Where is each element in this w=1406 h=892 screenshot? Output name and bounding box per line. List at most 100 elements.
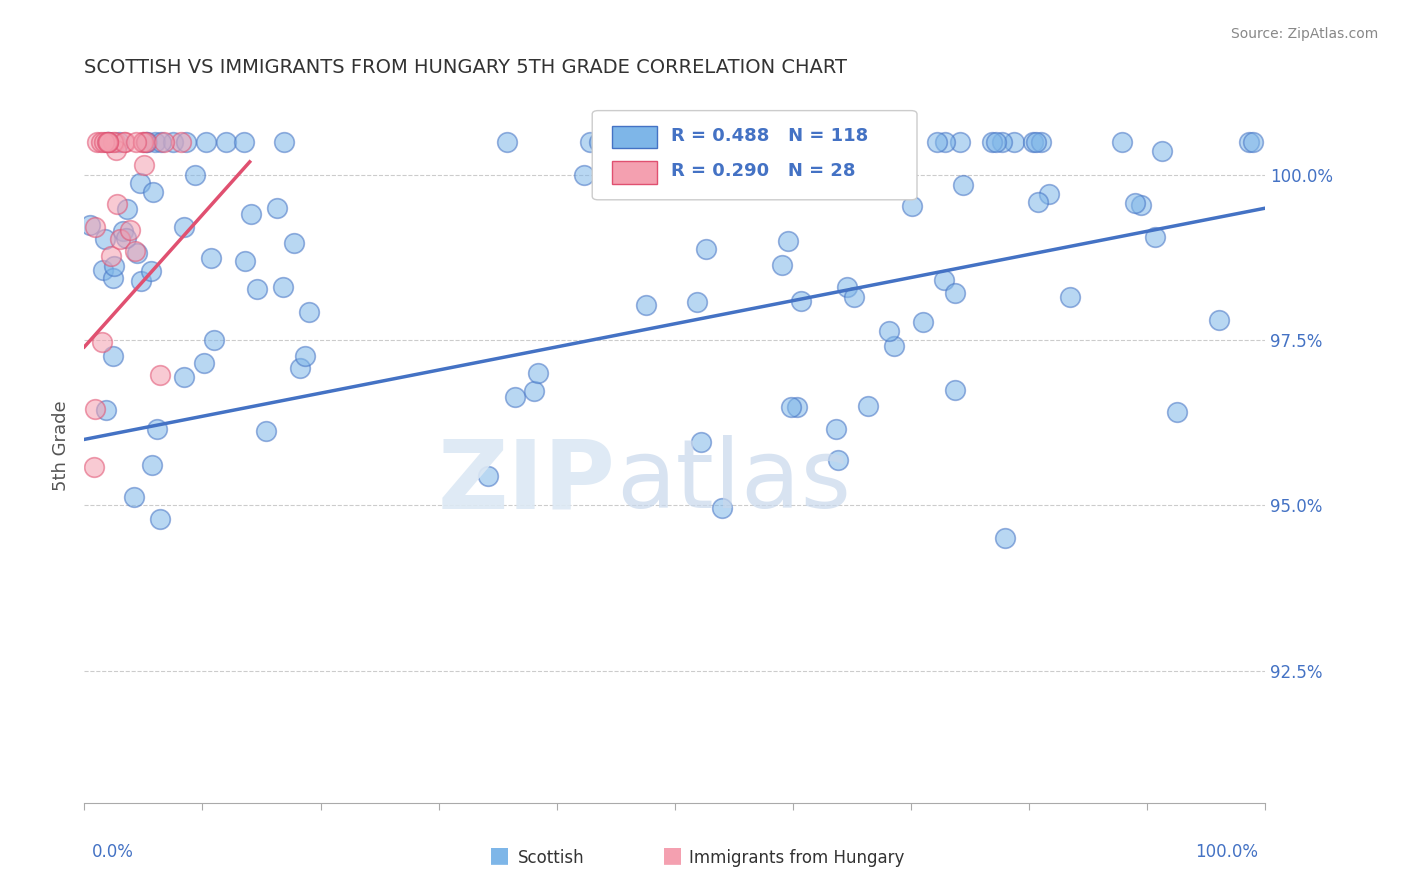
Point [986,135,1008,149]
Point [101,270,124,285]
Point [129,273,152,287]
Point [86,135,108,149]
Point [790,293,813,308]
Text: ■: ■ [662,846,682,865]
Point [877,324,900,338]
Point [1129,198,1152,212]
Point [943,384,966,398]
Point [711,135,734,149]
Point [90,135,112,149]
Point [91,262,114,277]
Point [254,424,277,438]
Point [232,135,254,149]
Point [135,135,157,149]
Point [132,135,155,149]
Text: SCOTTISH VS IMMIGRANTS FROM HUNGARY 5TH GRADE CORRELATION CHART: SCOTTISH VS IMMIGRANTS FROM HUNGARY 5TH … [84,57,848,77]
Point [671,135,693,149]
Point [588,135,610,149]
Point [150,135,173,149]
Text: 0.0%: 0.0% [91,843,134,861]
Point [112,224,135,238]
Point [162,135,184,149]
Point [104,135,127,149]
Point [142,185,165,199]
Point [125,246,148,260]
Point [1031,135,1053,149]
Point [79,218,101,232]
Point [679,135,702,149]
Point [173,370,195,384]
Point [97,135,120,149]
Point [868,174,890,188]
Point [1059,290,1081,304]
Point [527,366,550,380]
Point [96,135,118,149]
Point [96,402,118,417]
Y-axis label: 5th Grade: 5th Grade [52,401,70,491]
Point [132,135,155,149]
Point [778,234,800,248]
Point [1038,187,1060,202]
Point [779,400,801,414]
Point [927,135,949,149]
Point [912,315,935,329]
Text: R = 0.290   N = 28: R = 0.290 N = 28 [671,162,856,180]
Point [135,135,157,149]
Point [141,458,163,473]
Point [628,135,651,149]
Point [128,176,150,190]
Point [695,242,717,256]
Point [780,135,803,149]
Point [991,135,1014,149]
Point [783,135,806,149]
Text: atlas: atlas [616,435,851,528]
Point [202,333,225,347]
Point [93,232,115,246]
Point [786,401,808,415]
Point [1166,405,1188,419]
Point [146,421,169,435]
Point [143,135,166,149]
Bar [612,126,657,148]
Point [690,434,713,449]
Point [193,356,215,370]
Point [174,135,197,149]
Point [115,202,138,217]
Point [901,199,924,213]
Point [1004,135,1026,149]
Point [134,158,156,172]
Point [827,453,849,467]
Point [952,178,974,192]
Point [294,349,316,363]
Point [711,501,734,516]
Point [110,231,132,245]
Point [477,469,499,483]
Text: ZIP: ZIP [437,435,616,528]
Point [84,219,107,234]
Point [233,254,256,268]
Point [115,231,138,245]
Point [1022,135,1045,149]
Point [825,422,848,436]
Point [101,135,124,149]
Point [125,135,148,149]
Point [135,135,157,149]
Point [124,244,146,259]
Point [664,138,686,153]
Point [118,223,141,237]
Point [772,135,794,149]
Point [200,251,222,265]
Point [273,135,295,149]
Point [572,168,595,182]
Point [283,236,305,251]
Point [98,135,121,149]
Point [842,290,865,304]
Point [752,135,775,149]
Point [1123,195,1146,210]
Point [1143,229,1166,244]
Point [104,143,127,157]
Point [1111,135,1133,149]
Point [103,259,125,273]
Point [100,250,122,264]
Point [139,264,162,278]
